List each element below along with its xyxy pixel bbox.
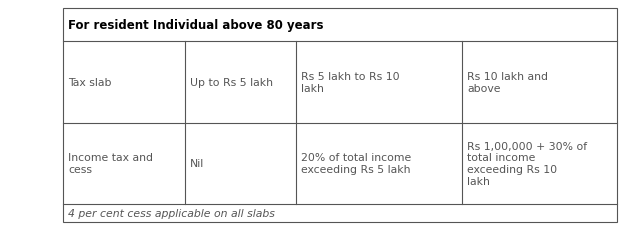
Text: Rs 1,00,000 + 30% of
total income
exceeding Rs 10
lakh: Rs 1,00,000 + 30% of total income exceed… bbox=[467, 141, 587, 186]
Text: Nil: Nil bbox=[190, 159, 204, 169]
Text: Tax slab: Tax slab bbox=[68, 78, 112, 88]
Text: Up to Rs 5 lakh: Up to Rs 5 lakh bbox=[190, 78, 273, 88]
Text: Rs 5 lakh to Rs 10
lakh: Rs 5 lakh to Rs 10 lakh bbox=[301, 72, 399, 93]
Bar bbox=[63, 9, 617, 222]
Text: Rs 10 lakh and
above: Rs 10 lakh and above bbox=[467, 72, 548, 93]
Text: Income tax and
cess: Income tax and cess bbox=[68, 153, 153, 174]
Text: For resident Individual above 80 years: For resident Individual above 80 years bbox=[68, 19, 324, 32]
Text: 20% of total income
exceeding Rs 5 lakh: 20% of total income exceeding Rs 5 lakh bbox=[301, 153, 411, 174]
Text: 4 per cent cess applicable on all slabs: 4 per cent cess applicable on all slabs bbox=[68, 208, 275, 218]
